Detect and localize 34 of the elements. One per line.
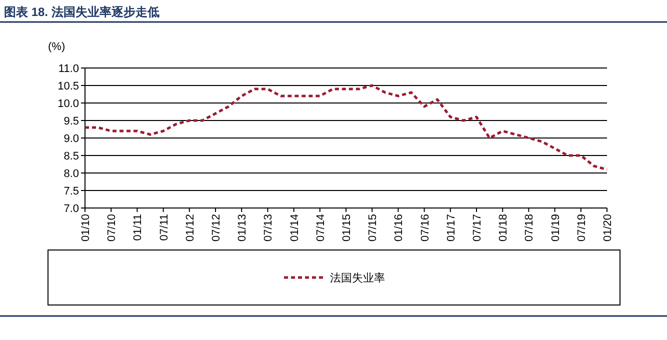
y-tick-label: 11.0 <box>58 63 79 75</box>
x-tick-label: 07/10 <box>106 214 118 242</box>
y-tick-label: 9.0 <box>64 133 79 145</box>
x-tick-label: 01/19 <box>550 214 562 242</box>
x-tick-label: 01/18 <box>498 214 510 242</box>
x-tick-label: 01/17 <box>445 214 458 242</box>
x-tick-label: 07/14 <box>314 214 327 242</box>
line-series <box>84 84 608 171</box>
x-tick-label: 07/17 <box>472 214 484 242</box>
y-tick-label: 10.5 <box>58 80 79 92</box>
x-tick-label: 01/11 <box>132 214 144 241</box>
y-tick-label: 7.5 <box>64 186 79 198</box>
x-tick-label: 07/18 <box>524 214 536 242</box>
chart-title: 图表 18. 法国失业率逐步走低 <box>4 5 160 19</box>
x-tick-label: 07/11 <box>158 214 170 241</box>
x-tick-label: 01/13 <box>236 214 249 242</box>
x-tick-label: 07/12 <box>210 214 222 242</box>
x-tick-label: 01/16 <box>393 214 406 242</box>
x-tick-label: 07/19 <box>576 214 588 242</box>
y-tick-label: 10.0 <box>58 98 79 110</box>
x-tick-label: 07/15 <box>367 214 380 242</box>
x-tick-label: 01/15 <box>341 214 353 242</box>
x-tick-label: 01/14 <box>288 214 301 242</box>
x-tick-label: 01/10 <box>80 214 92 242</box>
y-axis-title: (%) <box>48 41 66 53</box>
y-tick-label: 7.0 <box>64 203 79 215</box>
y-tick-label: 8.5 <box>64 150 79 162</box>
y-tick-label: 9.5 <box>64 116 79 128</box>
x-tick-label: 01/12 <box>184 214 196 242</box>
legend-label: 法国失业率 <box>330 272 385 284</box>
x-tick-label: 07/16 <box>419 214 432 242</box>
x-tick-label: 07/13 <box>262 214 275 242</box>
x-tick-label: 01/20 <box>602 214 614 242</box>
y-tick-label: 8.0 <box>64 168 79 180</box>
